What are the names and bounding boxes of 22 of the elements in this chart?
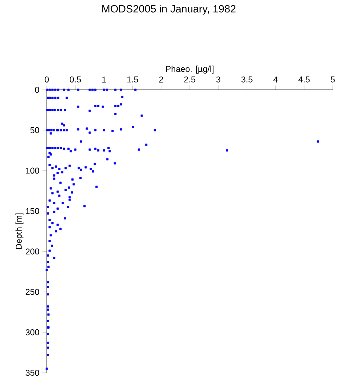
x-tick-label: 3.5 <box>242 76 253 83</box>
y-tick-label: 50 <box>30 127 40 134</box>
x-tick-label: 3 <box>216 76 220 83</box>
y-tick-label: 0 <box>35 86 40 94</box>
x-tick-label: 1 <box>102 76 106 83</box>
y-tick-label: 100 <box>26 168 40 174</box>
y-tick-label: 300 <box>26 330 40 336</box>
x-tick-label: 4.5 <box>298 76 310 83</box>
x-tick-label: 4 <box>274 76 278 83</box>
chart-title: MODS2005 in January, 1982 <box>102 5 236 15</box>
y-tick-label: 350 <box>26 370 40 376</box>
y-tick-label: 150 <box>26 208 40 214</box>
x-tick-label: 2 <box>159 76 164 83</box>
x-tick-label: 1.5 <box>127 76 138 83</box>
x-tick-label: 2.5 <box>184 76 196 83</box>
y-tick-label: 200 <box>26 248 40 255</box>
x-tick-label: 0 <box>44 76 49 83</box>
x-tick-label: 0.5 <box>70 76 82 83</box>
y-tick-label: 250 <box>26 289 40 296</box>
x-tick-label: 5 <box>330 76 335 83</box>
y-axis-title: Depth [m] <box>16 214 24 250</box>
x-axis-title: Phaeo. [µg/l] <box>166 66 214 74</box>
